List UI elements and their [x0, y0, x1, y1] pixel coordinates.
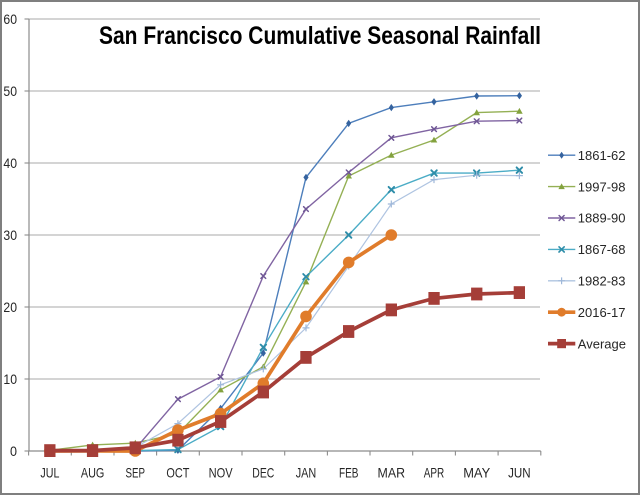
svg-text:1867-68: 1867-68: [578, 242, 626, 257]
svg-text:San Francisco Cumulative Seaso: San Francisco Cumulative Seasonal Rainfa…: [99, 22, 541, 50]
svg-text:SEP: SEP: [126, 465, 146, 481]
svg-text:1861-62: 1861-62: [578, 148, 626, 163]
svg-text:1889-90: 1889-90: [578, 211, 626, 226]
svg-text:2016-17: 2016-17: [578, 305, 626, 320]
svg-text:1997-98: 1997-98: [578, 179, 626, 194]
svg-text:AUG: AUG: [81, 465, 105, 481]
svg-text:NOV: NOV: [209, 465, 234, 481]
svg-text:JUN: JUN: [508, 465, 531, 481]
svg-text:APR: APR: [424, 465, 445, 481]
svg-text:20: 20: [3, 299, 17, 315]
svg-text:10: 10: [3, 371, 17, 387]
svg-text:60: 60: [3, 11, 17, 27]
svg-text:MAY: MAY: [463, 465, 491, 481]
svg-text:30: 30: [3, 227, 17, 243]
svg-text:50: 50: [3, 83, 17, 99]
svg-text:FEB: FEB: [339, 465, 359, 481]
svg-text:1982-83: 1982-83: [578, 274, 626, 289]
svg-text:OCT: OCT: [166, 465, 189, 481]
svg-text:0: 0: [10, 443, 17, 459]
svg-text:MAR: MAR: [378, 465, 406, 481]
svg-text:JUL: JUL: [40, 465, 59, 481]
svg-text:DEC: DEC: [252, 465, 274, 481]
svg-text:JAN: JAN: [296, 465, 317, 481]
svg-text:Average: Average: [578, 336, 626, 351]
svg-text:40: 40: [3, 155, 17, 171]
